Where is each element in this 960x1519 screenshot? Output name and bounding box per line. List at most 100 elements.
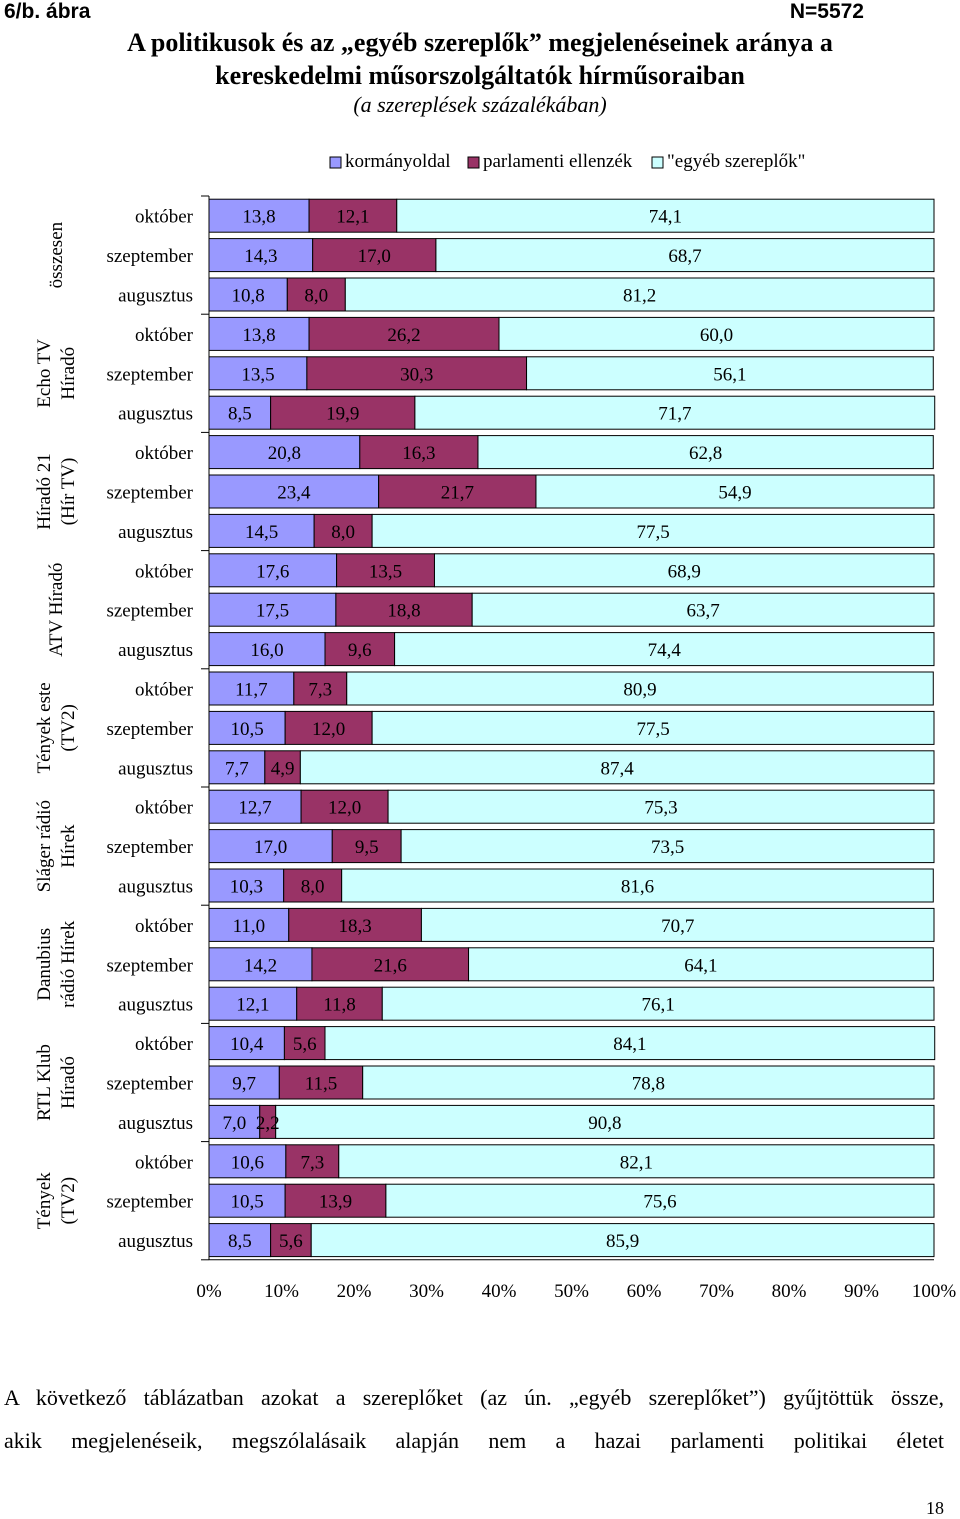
bar-segment-ellenzek xyxy=(308,316,500,351)
row-month-label: augusztus xyxy=(118,1231,193,1252)
bar-segment-ellenzek xyxy=(286,277,346,312)
bar-data-label: 20,8 xyxy=(268,443,301,464)
bar-data-label: 12,0 xyxy=(312,719,345,740)
row-month-label: október xyxy=(135,1034,194,1055)
bar-segment-egyeb xyxy=(468,947,934,982)
row-month-label: szeptember xyxy=(106,719,193,740)
group-label: Tények este xyxy=(34,682,55,773)
bar-segment-ellenzek xyxy=(324,632,396,667)
bar-data-label: 71,7 xyxy=(658,404,691,425)
row-month-label: szeptember xyxy=(106,601,193,622)
group-label: Híradó xyxy=(58,347,79,400)
row-month-label: augusztus xyxy=(118,522,193,543)
bar-data-label: 2,2 xyxy=(256,1113,280,1134)
bar-segment-egyeb xyxy=(344,277,935,312)
bar-segment-kormanyoldal xyxy=(208,238,314,273)
bar-data-label: 90,8 xyxy=(588,1113,621,1134)
bar-segment-kormanyoldal xyxy=(208,829,333,864)
bar-data-label: 12,7 xyxy=(238,798,271,819)
body-text-line-2: akik megjelenéseik, megszólalásaik alapj… xyxy=(4,1428,944,1453)
group-label: Sláger rádió xyxy=(34,800,55,892)
bar-segment-kormanyoldal xyxy=(208,1144,287,1179)
bar-segment-kormanyoldal xyxy=(208,671,295,706)
bar-segment-kormanyoldal xyxy=(208,1104,261,1139)
group-label: Híradó xyxy=(58,1056,79,1109)
bar-data-label: 11,8 xyxy=(323,995,356,1016)
bar-data-label: 11,5 xyxy=(305,1074,338,1095)
bar-segment-ellenzek xyxy=(306,356,528,391)
bar-segment-ellenzek xyxy=(270,1223,312,1258)
bar-segment-kormanyoldal xyxy=(208,513,315,548)
bar-segment-egyeb xyxy=(396,198,935,233)
bar-data-label: 73,5 xyxy=(651,837,684,858)
bar-data-label: 7,7 xyxy=(225,758,249,779)
bar-segment-kormanyoldal xyxy=(208,750,266,785)
row-month-label: október xyxy=(135,1152,194,1173)
bar-data-label: 78,8 xyxy=(632,1074,665,1095)
bar-segment-ellenzek xyxy=(288,907,422,942)
bar-data-label: 5,6 xyxy=(279,1231,303,1252)
stacked-bar-chart: kormányoldal parlamenti ellenzék "egyéb sz… xyxy=(34,151,956,1302)
figure-label: 6/b. ábra xyxy=(4,0,91,23)
bar-data-label: 8,5 xyxy=(228,1231,252,1252)
bar-segment-ellenzek xyxy=(283,868,343,903)
bar-segment-egyeb xyxy=(385,1183,935,1218)
sample-size-label: N=5572 xyxy=(789,0,864,23)
bar-segment-egyeb xyxy=(414,395,936,430)
bar-data-label: 17,5 xyxy=(256,601,289,622)
row-month-label: október xyxy=(135,207,194,228)
bar-data-label: 77,5 xyxy=(636,522,669,543)
row-month-label: augusztus xyxy=(118,404,193,425)
bar-data-label: 14,5 xyxy=(245,522,278,543)
bar-segment-ellenzek xyxy=(313,513,373,548)
bar-data-label: 12,1 xyxy=(336,207,369,228)
bar-data-label: 11,7 xyxy=(235,680,268,701)
bar-segment-egyeb xyxy=(381,986,935,1021)
bar-segment-kormanyoldal xyxy=(208,553,338,588)
bar-segment-kormanyoldal xyxy=(208,986,298,1021)
row-month-label: október xyxy=(135,325,194,346)
bar-data-label: 10,3 xyxy=(230,877,263,898)
bar-data-label: 12,1 xyxy=(236,995,269,1016)
bar-data-label: 84,1 xyxy=(613,1034,646,1055)
group-label: összesen xyxy=(46,221,67,288)
chart-title-line-1: A politikusok és az „egyéb szereplők” me… xyxy=(127,28,833,57)
row-month-label: október xyxy=(135,443,194,464)
bar-data-label: 14,2 xyxy=(244,955,277,976)
bar-segment-ellenzek xyxy=(378,474,537,509)
bar-data-label: 5,6 xyxy=(293,1034,317,1055)
group-label: (TV2) xyxy=(58,1177,79,1224)
bar-data-label: 19,9 xyxy=(326,404,359,425)
bar-data-label: 54,9 xyxy=(718,483,751,504)
bar-segment-kormanyoldal xyxy=(208,789,302,824)
group-label: (Hír TV) xyxy=(58,458,79,526)
bar-segment-egyeb xyxy=(371,710,935,745)
bar-segment-ellenzek xyxy=(335,592,473,627)
x-tick-label: 90% xyxy=(844,1281,879,1302)
bar-segment-egyeb xyxy=(435,238,935,273)
bar-data-label: 17,0 xyxy=(254,837,287,858)
bar-data-label: 16,0 xyxy=(250,640,283,661)
bar-data-label: 81,6 xyxy=(621,877,654,898)
row-month-label: szeptember xyxy=(106,483,193,504)
row-month-label: október xyxy=(135,798,194,819)
bar-data-label: 4,9 xyxy=(271,758,295,779)
bar-data-label: 21,6 xyxy=(374,955,407,976)
bar-segment-egyeb xyxy=(299,750,935,785)
group-label: rádió Hírek xyxy=(58,920,79,1008)
bar-data-label: 77,5 xyxy=(636,719,669,740)
row-month-label: szeptember xyxy=(106,1192,193,1213)
bar-segment-egyeb xyxy=(477,435,934,470)
bar-segment-ellenzek xyxy=(312,238,437,273)
legend-label-1: kormányoldal xyxy=(345,151,451,172)
bar-data-label: 9,6 xyxy=(348,640,372,661)
row-month-label: augusztus xyxy=(118,1113,193,1134)
bar-segment-egyeb xyxy=(387,789,935,824)
bar-data-label: 30,3 xyxy=(400,364,433,385)
x-tick-label: 0% xyxy=(196,1281,222,1302)
bar-segment-egyeb xyxy=(341,868,934,903)
row-month-label: október xyxy=(135,561,194,582)
row-month-label: augusztus xyxy=(118,286,193,307)
bar-data-label: 17,0 xyxy=(358,246,391,267)
bar-data-label: 10,8 xyxy=(232,286,265,307)
